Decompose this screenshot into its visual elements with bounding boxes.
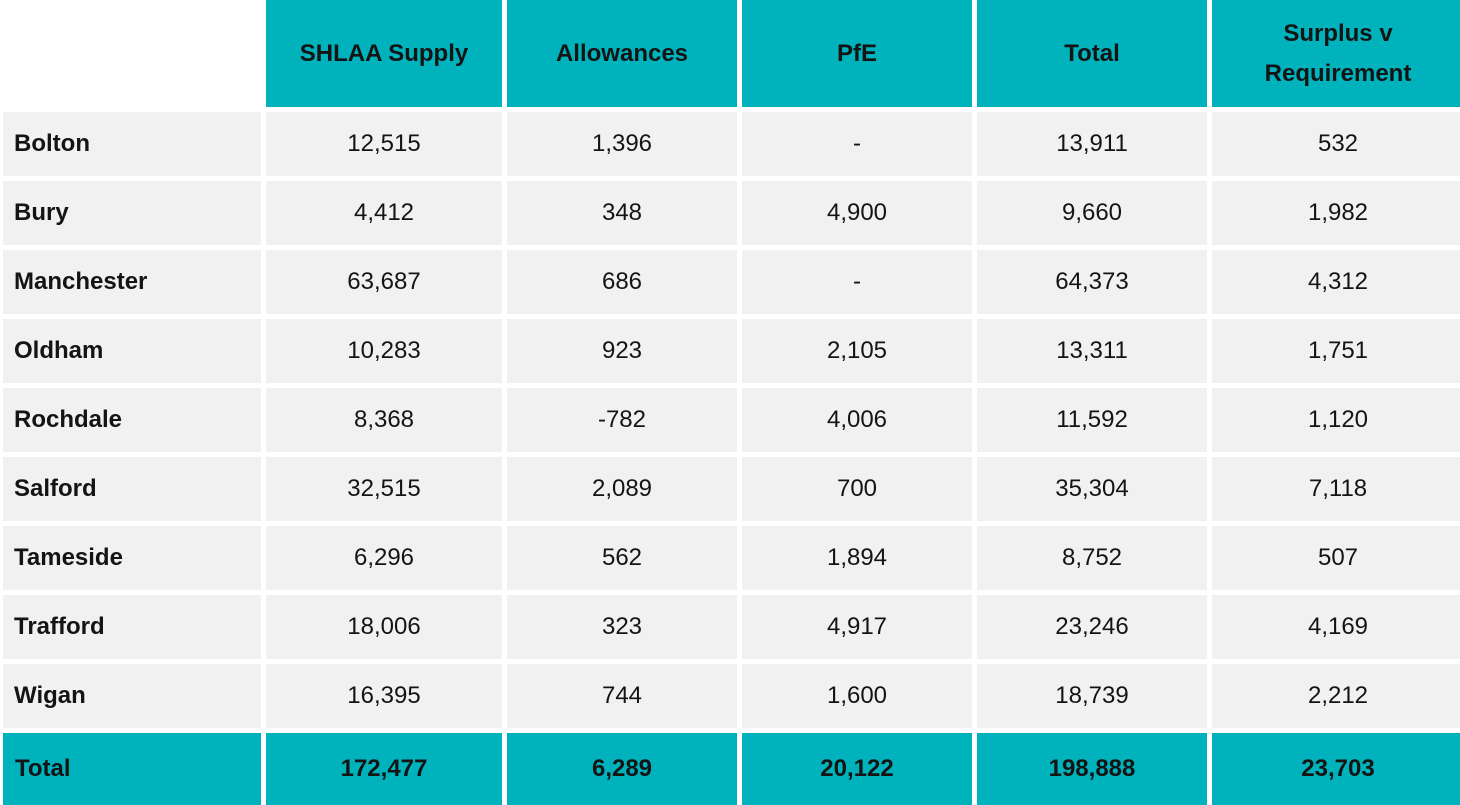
table-cell: 1,982 [1212, 181, 1460, 245]
table-cell: 64,373 [977, 250, 1207, 314]
table-cell: 923 [507, 319, 737, 383]
table-cell: 4,412 [266, 181, 502, 245]
table-cell: 562 [507, 526, 737, 590]
table-cell: 507 [1212, 526, 1460, 590]
table-cell: 10,283 [266, 319, 502, 383]
table-cell: 2,212 [1212, 664, 1460, 728]
row-label: Wigan [3, 664, 261, 728]
table-cell: 13,311 [977, 319, 1207, 383]
table-cell: 16,395 [266, 664, 502, 728]
table-cell: 323 [507, 595, 737, 659]
column-header: PfE [742, 0, 972, 107]
row-label: Tameside [3, 526, 261, 590]
total-cell: 20,122 [742, 733, 972, 805]
table-cell: 63,687 [266, 250, 502, 314]
column-header: Allowances [507, 0, 737, 107]
row-label: Trafford [3, 595, 261, 659]
table-cell: 9,660 [977, 181, 1207, 245]
table-cell: 532 [1212, 112, 1460, 176]
table-cell: 700 [742, 457, 972, 521]
table-cell: 744 [507, 664, 737, 728]
total-cell: 23,703 [1212, 733, 1460, 805]
table-cell: 12,515 [266, 112, 502, 176]
row-label: Bury [3, 181, 261, 245]
table-cell: - [742, 250, 972, 314]
table-cell: 2,089 [507, 457, 737, 521]
table-cell: 8,368 [266, 388, 502, 452]
row-label: Salford [3, 457, 261, 521]
table-cell: -782 [507, 388, 737, 452]
table-cell: 4,169 [1212, 595, 1460, 659]
table-cell: 4,900 [742, 181, 972, 245]
table-cell: 18,739 [977, 664, 1207, 728]
table-cell: 4,006 [742, 388, 972, 452]
row-label: Rochdale [3, 388, 261, 452]
table-cell: 13,911 [977, 112, 1207, 176]
table-cell: 11,592 [977, 388, 1207, 452]
table-cell: 7,118 [1212, 457, 1460, 521]
table-cell: 6,296 [266, 526, 502, 590]
table-cell: - [742, 112, 972, 176]
table-cell: 686 [507, 250, 737, 314]
table-cell: 1,120 [1212, 388, 1460, 452]
table-cell: 8,752 [977, 526, 1207, 590]
table-cell: 1,751 [1212, 319, 1460, 383]
table-cell: 4,917 [742, 595, 972, 659]
table-cell: 2,105 [742, 319, 972, 383]
total-cell: 6,289 [507, 733, 737, 805]
row-label: Manchester [3, 250, 261, 314]
table-cell: 1,600 [742, 664, 972, 728]
table-cell: 35,304 [977, 457, 1207, 521]
total-label: Total [3, 733, 261, 805]
column-header: Total [977, 0, 1207, 107]
table-cell: 32,515 [266, 457, 502, 521]
column-header: SHLAA Supply [266, 0, 502, 107]
table-cell: 348 [507, 181, 737, 245]
row-label: Oldham [3, 319, 261, 383]
table-cell: 4,312 [1212, 250, 1460, 314]
total-cell: 198,888 [977, 733, 1207, 805]
table-cell: 18,006 [266, 595, 502, 659]
table-cell: 23,246 [977, 595, 1207, 659]
table-cell: 1,396 [507, 112, 737, 176]
table-cell: 1,894 [742, 526, 972, 590]
row-label: Bolton [3, 112, 261, 176]
header-corner-cell [3, 3, 261, 107]
column-header: Surplus v Requirement [1212, 0, 1460, 107]
total-cell: 172,477 [266, 733, 502, 805]
